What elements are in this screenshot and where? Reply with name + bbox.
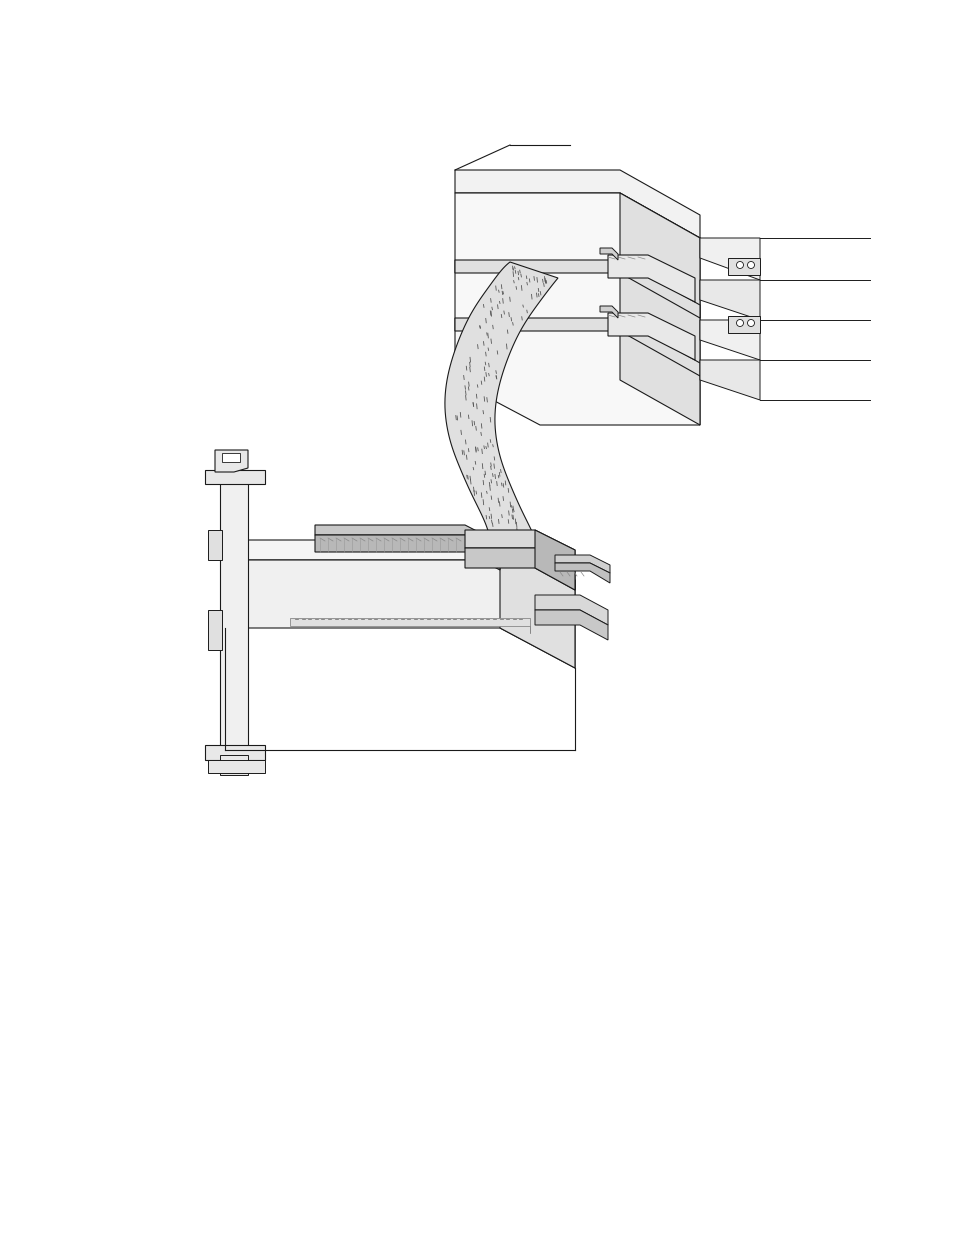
- Polygon shape: [607, 254, 695, 303]
- Polygon shape: [225, 540, 575, 600]
- Polygon shape: [444, 262, 558, 558]
- Polygon shape: [700, 280, 760, 320]
- Polygon shape: [535, 595, 607, 625]
- Polygon shape: [619, 193, 700, 425]
- Polygon shape: [225, 559, 575, 668]
- Polygon shape: [314, 535, 499, 571]
- Polygon shape: [535, 610, 607, 640]
- Polygon shape: [607, 312, 695, 359]
- Polygon shape: [727, 316, 760, 333]
- Polygon shape: [205, 471, 265, 484]
- Polygon shape: [455, 261, 700, 317]
- Circle shape: [747, 262, 754, 268]
- Polygon shape: [208, 760, 265, 773]
- Polygon shape: [208, 610, 222, 650]
- Polygon shape: [464, 548, 575, 590]
- Circle shape: [736, 320, 742, 326]
- Polygon shape: [314, 525, 499, 553]
- Polygon shape: [555, 563, 609, 583]
- Polygon shape: [535, 530, 575, 590]
- Polygon shape: [700, 320, 760, 359]
- Circle shape: [736, 262, 742, 268]
- Polygon shape: [455, 193, 700, 425]
- Polygon shape: [290, 618, 530, 634]
- Polygon shape: [222, 453, 240, 462]
- Polygon shape: [205, 745, 265, 760]
- Polygon shape: [700, 238, 760, 280]
- Polygon shape: [220, 755, 248, 776]
- Polygon shape: [555, 555, 609, 573]
- Polygon shape: [455, 317, 700, 375]
- Polygon shape: [499, 540, 575, 668]
- Circle shape: [747, 320, 754, 326]
- Polygon shape: [599, 306, 618, 317]
- Polygon shape: [464, 530, 575, 568]
- Polygon shape: [727, 258, 760, 275]
- Polygon shape: [599, 248, 618, 261]
- Polygon shape: [208, 530, 222, 559]
- Polygon shape: [700, 359, 760, 400]
- Polygon shape: [220, 471, 248, 760]
- Polygon shape: [455, 170, 700, 238]
- Polygon shape: [214, 450, 248, 472]
